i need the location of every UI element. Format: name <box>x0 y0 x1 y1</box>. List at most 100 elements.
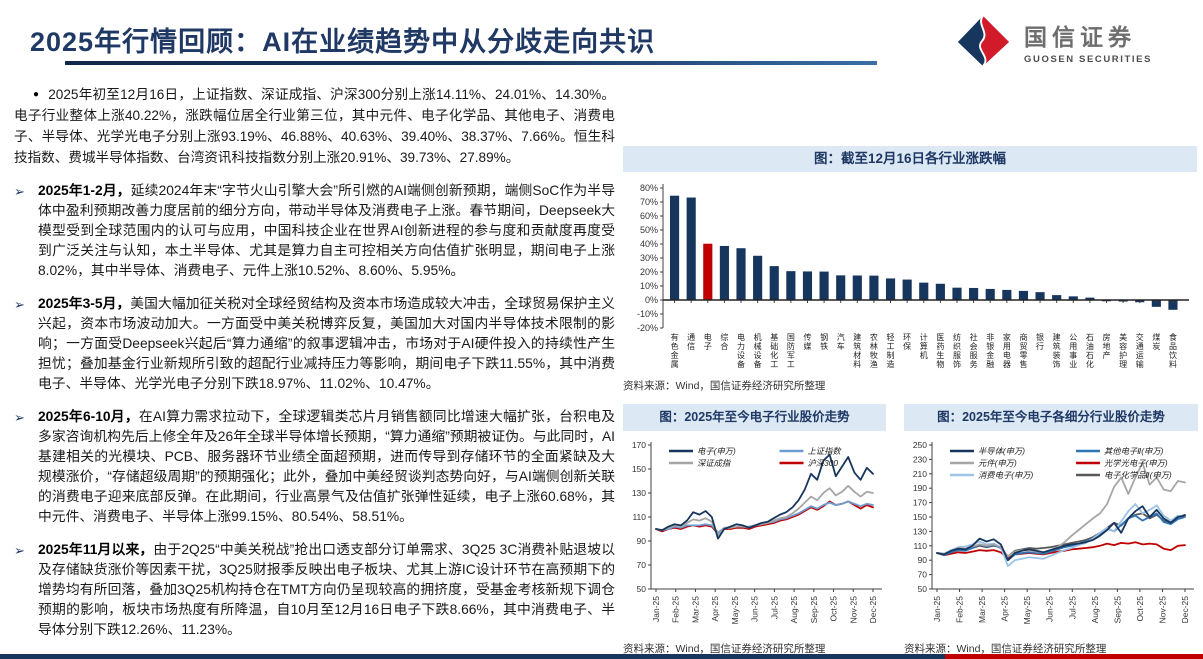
svg-text:计: 计 <box>920 332 928 342</box>
title-underline <box>65 61 877 65</box>
svg-text:Dec-25: Dec-25 <box>1180 596 1190 624</box>
svg-text:电: 电 <box>1003 350 1011 360</box>
svg-text:信: 信 <box>687 341 695 351</box>
paragraph-lead: 2025年1-2月， <box>38 183 131 198</box>
svg-text:业: 业 <box>1069 359 1077 369</box>
svg-text:机: 机 <box>754 332 762 342</box>
svg-text:化: 化 <box>1086 359 1094 369</box>
svg-text:Jan-25: Jan-25 <box>932 596 942 622</box>
svg-text:Sep-25: Sep-25 <box>1112 596 1122 624</box>
svg-text:设: 设 <box>754 350 762 360</box>
svg-text:Mar-25: Mar-25 <box>690 596 700 623</box>
svg-text:算: 算 <box>920 341 928 351</box>
svg-text:其他电子Ⅱ(申万): 其他电子Ⅱ(申万) <box>1104 446 1164 456</box>
svg-text:电子化学品Ⅱ(申万): 电子化学品Ⅱ(申万) <box>1104 470 1172 480</box>
svg-text:媒: 媒 <box>803 342 811 351</box>
svg-text:消费电子(申万): 消费电子(申万) <box>978 470 1034 480</box>
svg-text:食: 食 <box>1169 332 1177 342</box>
svg-text:料: 料 <box>1169 359 1177 369</box>
chart-source: 资料来源：Wind，国信证券经济研究所整理 <box>904 643 1107 655</box>
svg-text:钢: 钢 <box>820 332 828 342</box>
svg-text:工: 工 <box>770 360 778 369</box>
svg-text:30%: 30% <box>640 253 658 263</box>
svg-text:May-25: May-25 <box>730 596 740 625</box>
svg-text:90: 90 <box>637 536 647 546</box>
svg-text:Apr-25: Apr-25 <box>710 596 720 622</box>
svg-text:银: 银 <box>1036 332 1044 342</box>
svg-text:70%: 70% <box>640 197 658 207</box>
chart-title: 图：2025年至今电子各细分行业股价走势 <box>904 404 1198 431</box>
svg-text:机: 机 <box>920 350 928 360</box>
svg-text:输: 输 <box>1136 359 1144 369</box>
svg-text:生: 生 <box>936 350 944 360</box>
arrow-bullet-icon: ➢ <box>14 543 25 558</box>
svg-text:纺: 纺 <box>953 332 961 342</box>
svg-text:通: 通 <box>1136 341 1144 351</box>
svg-text:130: 130 <box>913 526 927 536</box>
svg-text:保: 保 <box>903 341 911 351</box>
svg-text:通: 通 <box>687 332 695 342</box>
svg-text:Jun-25: Jun-25 <box>750 596 760 622</box>
svg-text:210: 210 <box>913 469 927 479</box>
svg-text:零: 零 <box>1019 351 1027 360</box>
svg-text:Mar-25: Mar-25 <box>977 596 987 623</box>
svg-text:贸: 贸 <box>1019 341 1027 351</box>
chart-source: 资料来源：Wind，国信证券经济研究所整理 <box>623 380 826 392</box>
svg-text:150: 150 <box>632 464 646 474</box>
svg-text:Jun-25: Jun-25 <box>1045 596 1055 622</box>
svg-text:色: 色 <box>671 341 679 351</box>
svg-text:工: 工 <box>887 342 895 351</box>
svg-text:Jul-25: Jul-25 <box>769 596 779 619</box>
svg-text:牧: 牧 <box>870 350 878 360</box>
svg-text:美: 美 <box>1119 332 1127 342</box>
svg-text:地: 地 <box>1103 341 1111 351</box>
svg-text:事: 事 <box>1069 350 1077 360</box>
svg-text:房: 房 <box>1103 332 1111 342</box>
svg-text:电子(申万): 电子(申万) <box>697 446 736 456</box>
svg-text:国: 国 <box>787 333 795 342</box>
svg-text:农: 农 <box>870 332 878 342</box>
svg-text:深证成指: 深证成指 <box>697 458 732 468</box>
svg-text:70: 70 <box>918 570 928 580</box>
svg-text:传: 传 <box>803 332 811 342</box>
svg-text:务: 务 <box>970 359 978 369</box>
svg-text:织: 织 <box>953 341 961 351</box>
svg-text:制: 制 <box>887 350 895 360</box>
svg-text:建: 建 <box>1053 332 1061 342</box>
svg-text:0%: 0% <box>645 295 658 305</box>
svg-text:Aug-25: Aug-25 <box>1090 596 1100 624</box>
arrow-bullet-icon: ➢ <box>14 184 25 199</box>
svg-text:80%: 80% <box>640 183 658 193</box>
industry-change-bar-chart: 80%70%60%50%40%30%20%10%0%-10%-20%有色金属通信… <box>637 183 1189 369</box>
svg-text:半导体(申万): 半导体(申万) <box>978 446 1025 456</box>
footer-bar-blue <box>0 654 945 659</box>
svg-text:20%: 20% <box>640 267 658 277</box>
svg-text:林: 林 <box>870 341 878 351</box>
svg-text:材: 材 <box>853 350 861 360</box>
summary-text: ● 2025年初至12月16日，上证指数、深证成指、沪深300分别上涨14.11%… <box>14 84 615 640</box>
svg-text:Jan-25: Jan-25 <box>651 596 661 622</box>
svg-text:理: 理 <box>1119 360 1127 369</box>
svg-text:属: 属 <box>671 360 679 369</box>
svg-text:-20%: -20% <box>637 323 658 333</box>
svg-text:军: 军 <box>787 351 795 360</box>
guosen-logo-icon <box>957 15 1010 67</box>
svg-text:护: 护 <box>1119 350 1127 360</box>
paragraph-text: 美国大幅加征关税对全球经贸结构及资本市场造成较大冲击，全球贸易保护主义兴起，资本… <box>38 296 615 391</box>
logo-text: 国信证券 GUOSEN SECURITIES <box>1024 18 1152 65</box>
footer-bar-red <box>945 654 1203 659</box>
svg-text:社: 社 <box>970 332 978 342</box>
svg-text:Nov-25: Nov-25 <box>848 596 858 624</box>
logo-en-name: GUOSEN SECURITIES <box>1024 53 1153 65</box>
svg-text:品: 品 <box>1169 342 1177 351</box>
svg-text:合: 合 <box>720 341 728 351</box>
svg-text:用: 用 <box>1069 342 1077 351</box>
svg-text:金: 金 <box>986 350 994 360</box>
svg-text:行: 行 <box>1036 341 1044 351</box>
svg-text:物: 物 <box>936 359 944 369</box>
svg-text:油: 油 <box>1086 341 1094 351</box>
svg-text:70: 70 <box>637 560 647 570</box>
svg-text:有: 有 <box>671 332 679 342</box>
svg-text:交: 交 <box>1136 332 1144 342</box>
paragraph-text: 在AI算力需求拉动下，全球逻辑类芯片月销售额同比增速大幅扩张，台积电及多家咨询机… <box>38 409 615 524</box>
